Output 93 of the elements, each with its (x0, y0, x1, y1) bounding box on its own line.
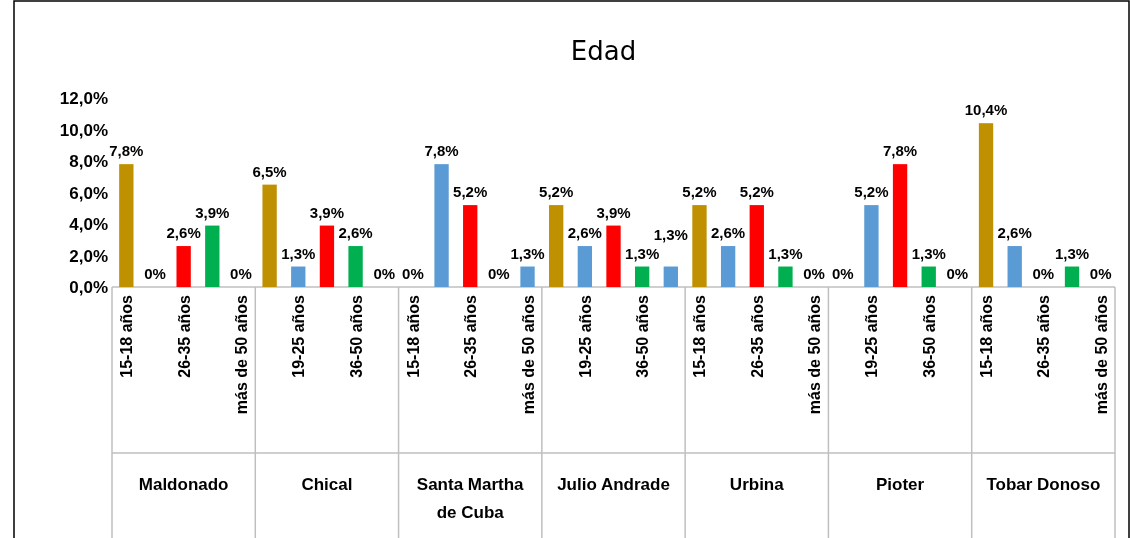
data-label: 5,2% (739, 183, 774, 201)
bar (463, 205, 478, 287)
text: Pioter (875, 475, 925, 494)
bar (176, 246, 191, 287)
text: Chical (301, 475, 353, 494)
x-tick-label: 36-50 años (634, 294, 652, 378)
data-label: 2,6% (567, 224, 602, 242)
x-tick-label: 19-25 años (576, 294, 594, 378)
data-label: 0% (373, 265, 396, 282)
bar (520, 266, 535, 287)
text: Tobar Donoso (986, 475, 1101, 494)
text: Maldonado (138, 475, 229, 494)
bar (577, 246, 593, 287)
x-tick-label: 26-35 años (748, 294, 766, 378)
x-tick-label: 26-35 años (1035, 294, 1053, 378)
y-tick-label: 10,0% (59, 120, 108, 140)
data-label: 3,9% (195, 203, 230, 221)
data-label: 5,2% (453, 183, 488, 201)
bar (262, 184, 277, 287)
data-label: 0% (1032, 265, 1055, 282)
data-label: 6,5% (252, 162, 287, 180)
data-label: 1,3% (768, 244, 803, 262)
x-tick-label: 15-18 años (118, 294, 136, 378)
bar (348, 246, 363, 287)
x-tick-label: 15-18 años (691, 294, 709, 378)
data-label: 0% (946, 265, 969, 282)
bar (864, 205, 879, 287)
data-label: 1,3% (281, 244, 316, 262)
bar (1064, 266, 1080, 287)
data-label: 0% (803, 265, 825, 282)
data-label: 3,9% (596, 203, 631, 221)
bar (749, 205, 764, 287)
y-tick-label: 2,0% (69, 246, 108, 266)
data-label: 5,2% (539, 183, 574, 201)
data-label: 2,6% (166, 224, 201, 242)
x-tick-label: más de 50 años (519, 294, 537, 415)
data-label: 1,3% (510, 244, 545, 262)
data-label: 2,6% (997, 224, 1032, 242)
x-tick-label: más de 50 años (232, 294, 250, 415)
x-tick-label: 19-25 años (863, 294, 881, 378)
x-tick-label: más de 50 años (806, 294, 824, 415)
bar (606, 225, 621, 287)
x-tick-label: 26-35 años (175, 294, 193, 378)
y-tick-label: 8,0% (69, 152, 108, 171)
bar (778, 266, 793, 287)
bar (892, 164, 908, 287)
bar (978, 123, 994, 287)
data-label: 2,6% (711, 224, 746, 242)
data-label: 7,8% (882, 142, 918, 160)
bar (1007, 246, 1022, 287)
bar (663, 266, 678, 287)
bar (319, 225, 335, 287)
data-label: 1,3% (625, 244, 660, 262)
bar (434, 164, 449, 287)
data-label: 0% (230, 265, 252, 282)
y-tick-label: 4,0% (69, 215, 108, 234)
data-label: 1,3% (911, 244, 946, 262)
data-label: 7,8% (424, 142, 459, 160)
chart-title: Edad (570, 36, 637, 66)
data-label: 0% (402, 265, 424, 282)
x-tick-label: 36-50 años (347, 294, 365, 378)
x-tick-label: más de 50 años (1092, 294, 1110, 415)
x-tick-label: 15-18 años (978, 294, 996, 378)
x-tick-label: 19-25 años (290, 294, 308, 378)
bar (205, 225, 220, 287)
x-tick-label: 36-50 años (920, 294, 938, 378)
data-label: 10,4% (964, 101, 1008, 119)
data-label: 5,2% (854, 183, 889, 201)
bar (119, 164, 134, 287)
bar (921, 266, 936, 287)
data-label: 1,3% (653, 225, 688, 243)
text: Urbina (729, 475, 785, 494)
bar (692, 205, 707, 287)
data-label: 5,2% (682, 183, 717, 201)
data-label: 3,9% (309, 203, 345, 221)
x-tick-label: 26-35 años (462, 294, 480, 378)
data-label: 0% (144, 265, 166, 282)
bar (720, 246, 736, 287)
y-tick-label: 6,0% (69, 183, 108, 203)
bar (634, 266, 650, 287)
x-tick-label: 15-18 años (404, 294, 422, 378)
y-tick-label: 0,0% (69, 278, 108, 297)
text: Julio Andrade (557, 475, 670, 494)
y-tick-label: 12,0% (59, 89, 108, 108)
data-label: 1,3% (1054, 244, 1090, 262)
text: Santa Martha de Cuba (416, 475, 525, 522)
data-label: 0% (831, 265, 854, 282)
data-label: 7,8% (109, 142, 144, 160)
data-label: 0% (1089, 265, 1112, 282)
data-label: 2,6% (338, 224, 373, 242)
data-label: 0% (488, 265, 510, 282)
bar (549, 205, 564, 287)
bar (291, 266, 306, 287)
